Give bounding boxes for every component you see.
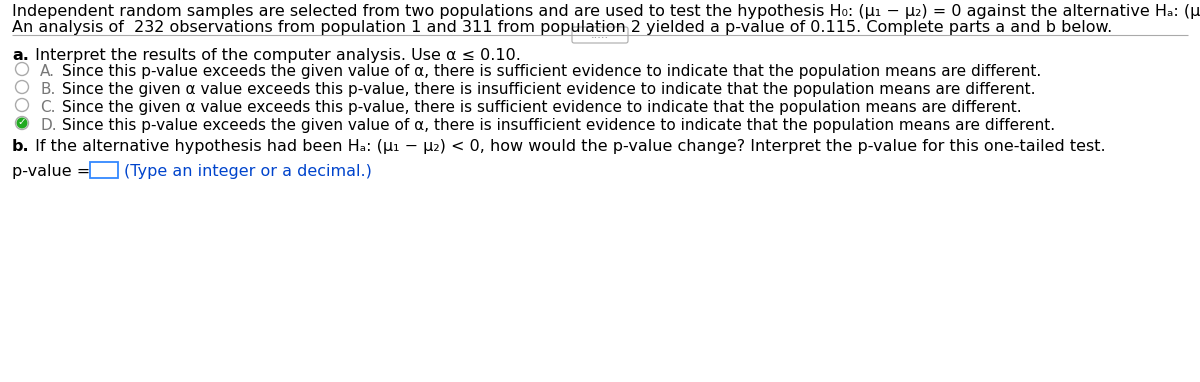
Text: b.: b. xyxy=(12,139,30,154)
Text: Since the given α value exceeds this p-value, there is insufficient evidence to : Since the given α value exceeds this p-v… xyxy=(62,82,1036,97)
Text: Since this p-value exceeds the given value of α, there is insufficient evidence : Since this p-value exceeds the given val… xyxy=(62,118,1055,133)
Text: D.: D. xyxy=(40,118,56,133)
Text: a.: a. xyxy=(12,48,29,63)
Text: B.: B. xyxy=(40,82,55,97)
Text: .....: ..... xyxy=(590,30,610,40)
FancyBboxPatch shape xyxy=(572,27,628,43)
Text: C.: C. xyxy=(40,100,55,115)
Text: Independent random samples are selected from two populations and are used to tes: Independent random samples are selected … xyxy=(12,4,1200,19)
Text: p-value =: p-value = xyxy=(12,164,95,179)
Text: Since the given α value exceeds this p-value, there is sufficient evidence to in: Since the given α value exceeds this p-v… xyxy=(62,100,1021,115)
Text: Since this p-value exceeds the given value of α, there is sufficient evidence to: Since this p-value exceeds the given val… xyxy=(62,64,1042,79)
Text: A.: A. xyxy=(40,64,55,79)
Text: ✓: ✓ xyxy=(18,118,26,128)
FancyBboxPatch shape xyxy=(90,162,118,178)
Text: (Type an integer or a decimal.): (Type an integer or a decimal.) xyxy=(124,164,372,179)
Text: Interpret the results of the computer analysis. Use α ≤ 0.10.: Interpret the results of the computer an… xyxy=(30,48,521,63)
Circle shape xyxy=(17,118,28,128)
Text: If the alternative hypothesis had been Hₐ: (μ₁ − μ₂) < 0, how would the p-value : If the alternative hypothesis had been H… xyxy=(30,139,1105,154)
Text: An analysis of  232 observations from population 1 and 311 from population 2 yie: An analysis of 232 observations from pop… xyxy=(12,20,1112,35)
